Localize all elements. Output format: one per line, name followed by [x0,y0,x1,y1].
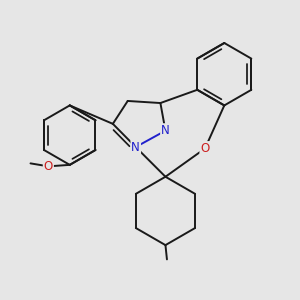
Text: O: O [44,160,53,173]
Text: N: N [161,124,170,137]
Text: N: N [131,140,140,154]
Text: O: O [200,142,210,155]
